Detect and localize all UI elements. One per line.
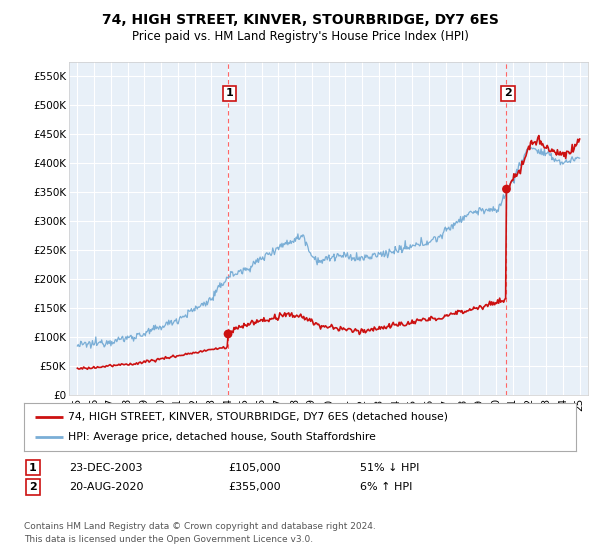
Text: 51% ↓ HPI: 51% ↓ HPI	[360, 463, 419, 473]
Text: Price paid vs. HM Land Registry's House Price Index (HPI): Price paid vs. HM Land Registry's House …	[131, 30, 469, 43]
Point	[502, 185, 511, 194]
Text: £105,000: £105,000	[228, 463, 281, 473]
Text: Contains HM Land Registry data © Crown copyright and database right 2024.
This d: Contains HM Land Registry data © Crown c…	[24, 522, 376, 544]
Text: 74, HIGH STREET, KINVER, STOURBRIDGE, DY7 6ES (detached house): 74, HIGH STREET, KINVER, STOURBRIDGE, DY…	[68, 412, 448, 422]
Text: 2: 2	[29, 482, 37, 492]
Point	[223, 329, 233, 338]
Text: £355,000: £355,000	[228, 482, 281, 492]
Text: 74, HIGH STREET, KINVER, STOURBRIDGE, DY7 6ES: 74, HIGH STREET, KINVER, STOURBRIDGE, DY…	[101, 13, 499, 27]
Text: 1: 1	[226, 88, 233, 99]
Text: 6% ↑ HPI: 6% ↑ HPI	[360, 482, 412, 492]
Text: 1: 1	[29, 463, 37, 473]
Text: 2: 2	[504, 88, 512, 99]
Text: 23-DEC-2003: 23-DEC-2003	[69, 463, 143, 473]
Text: HPI: Average price, detached house, South Staffordshire: HPI: Average price, detached house, Sout…	[68, 432, 376, 442]
Text: 20-AUG-2020: 20-AUG-2020	[69, 482, 143, 492]
